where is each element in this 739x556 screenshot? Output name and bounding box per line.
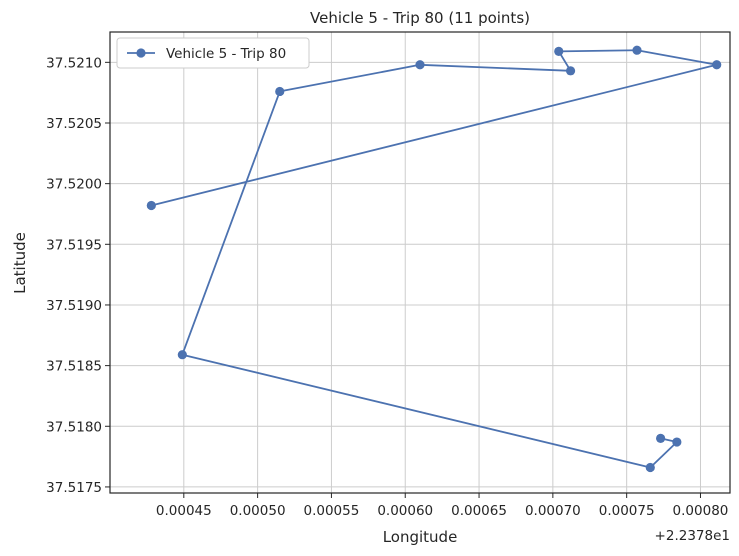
x-axis-ticks: 0.00045 0.00050 0.00055 0.00060 0.00065 0.000… — [156, 493, 728, 519]
legend-marker — [136, 48, 146, 58]
y-tick-label: 37.5180 — [46, 419, 102, 435]
plot-frame — [109, 31, 731, 494]
data-point — [275, 86, 285, 97]
legend-entry-label: Vehicle 5 - Trip 80 — [166, 46, 286, 62]
data-point — [554, 46, 564, 57]
data-point — [177, 350, 187, 360]
x-tick-label: 0.00045 — [156, 503, 212, 519]
x-tick-label: 0.00050 — [230, 503, 286, 519]
data-point — [146, 200, 156, 211]
y-tick-label: 37.5200 — [46, 177, 102, 193]
x-tick-label: 0.00055 — [304, 503, 360, 519]
grid — [110, 32, 730, 493]
data-point — [645, 462, 655, 473]
x-axis-label: Longitude — [383, 528, 458, 546]
data-point — [415, 60, 425, 70]
y-tick-label: 37.5175 — [46, 480, 102, 496]
chart-title: Vehicle 5 - Trip 80 (11 points) — [310, 9, 530, 27]
series-line — [151, 49, 718, 469]
x-tick-label: 0.00060 — [377, 503, 433, 519]
legend: Vehicle 5 - Trip 80 — [116, 37, 310, 69]
y-axis-label: Latitude — [11, 232, 29, 294]
y-tick-label: 37.5210 — [46, 55, 102, 71]
data-point — [565, 66, 576, 76]
x-axis-offset-label: +2.2378e1 — [655, 528, 730, 544]
legend-box — [116, 37, 310, 69]
y-axis-ticks: 37.5175 37.5180 37.5185 37.5190 37.5195 37.52… — [46, 55, 110, 496]
data-point — [656, 433, 666, 444]
x-tick-label: 0.00065 — [451, 503, 507, 519]
y-tick-label: 37.5185 — [46, 359, 102, 375]
data-point — [712, 60, 722, 70]
x-tick-label: 0.00070 — [525, 503, 581, 519]
data-point — [672, 437, 682, 447]
x-tick-label: 0.00075 — [599, 503, 655, 519]
series-layer — [146, 45, 722, 473]
y-tick-label: 37.5190 — [46, 298, 102, 314]
y-tick-label: 37.5195 — [46, 237, 102, 253]
x-tick-label: 0.00080 — [673, 503, 729, 519]
y-tick-label: 37.5205 — [46, 116, 102, 132]
data-point — [632, 45, 642, 55]
